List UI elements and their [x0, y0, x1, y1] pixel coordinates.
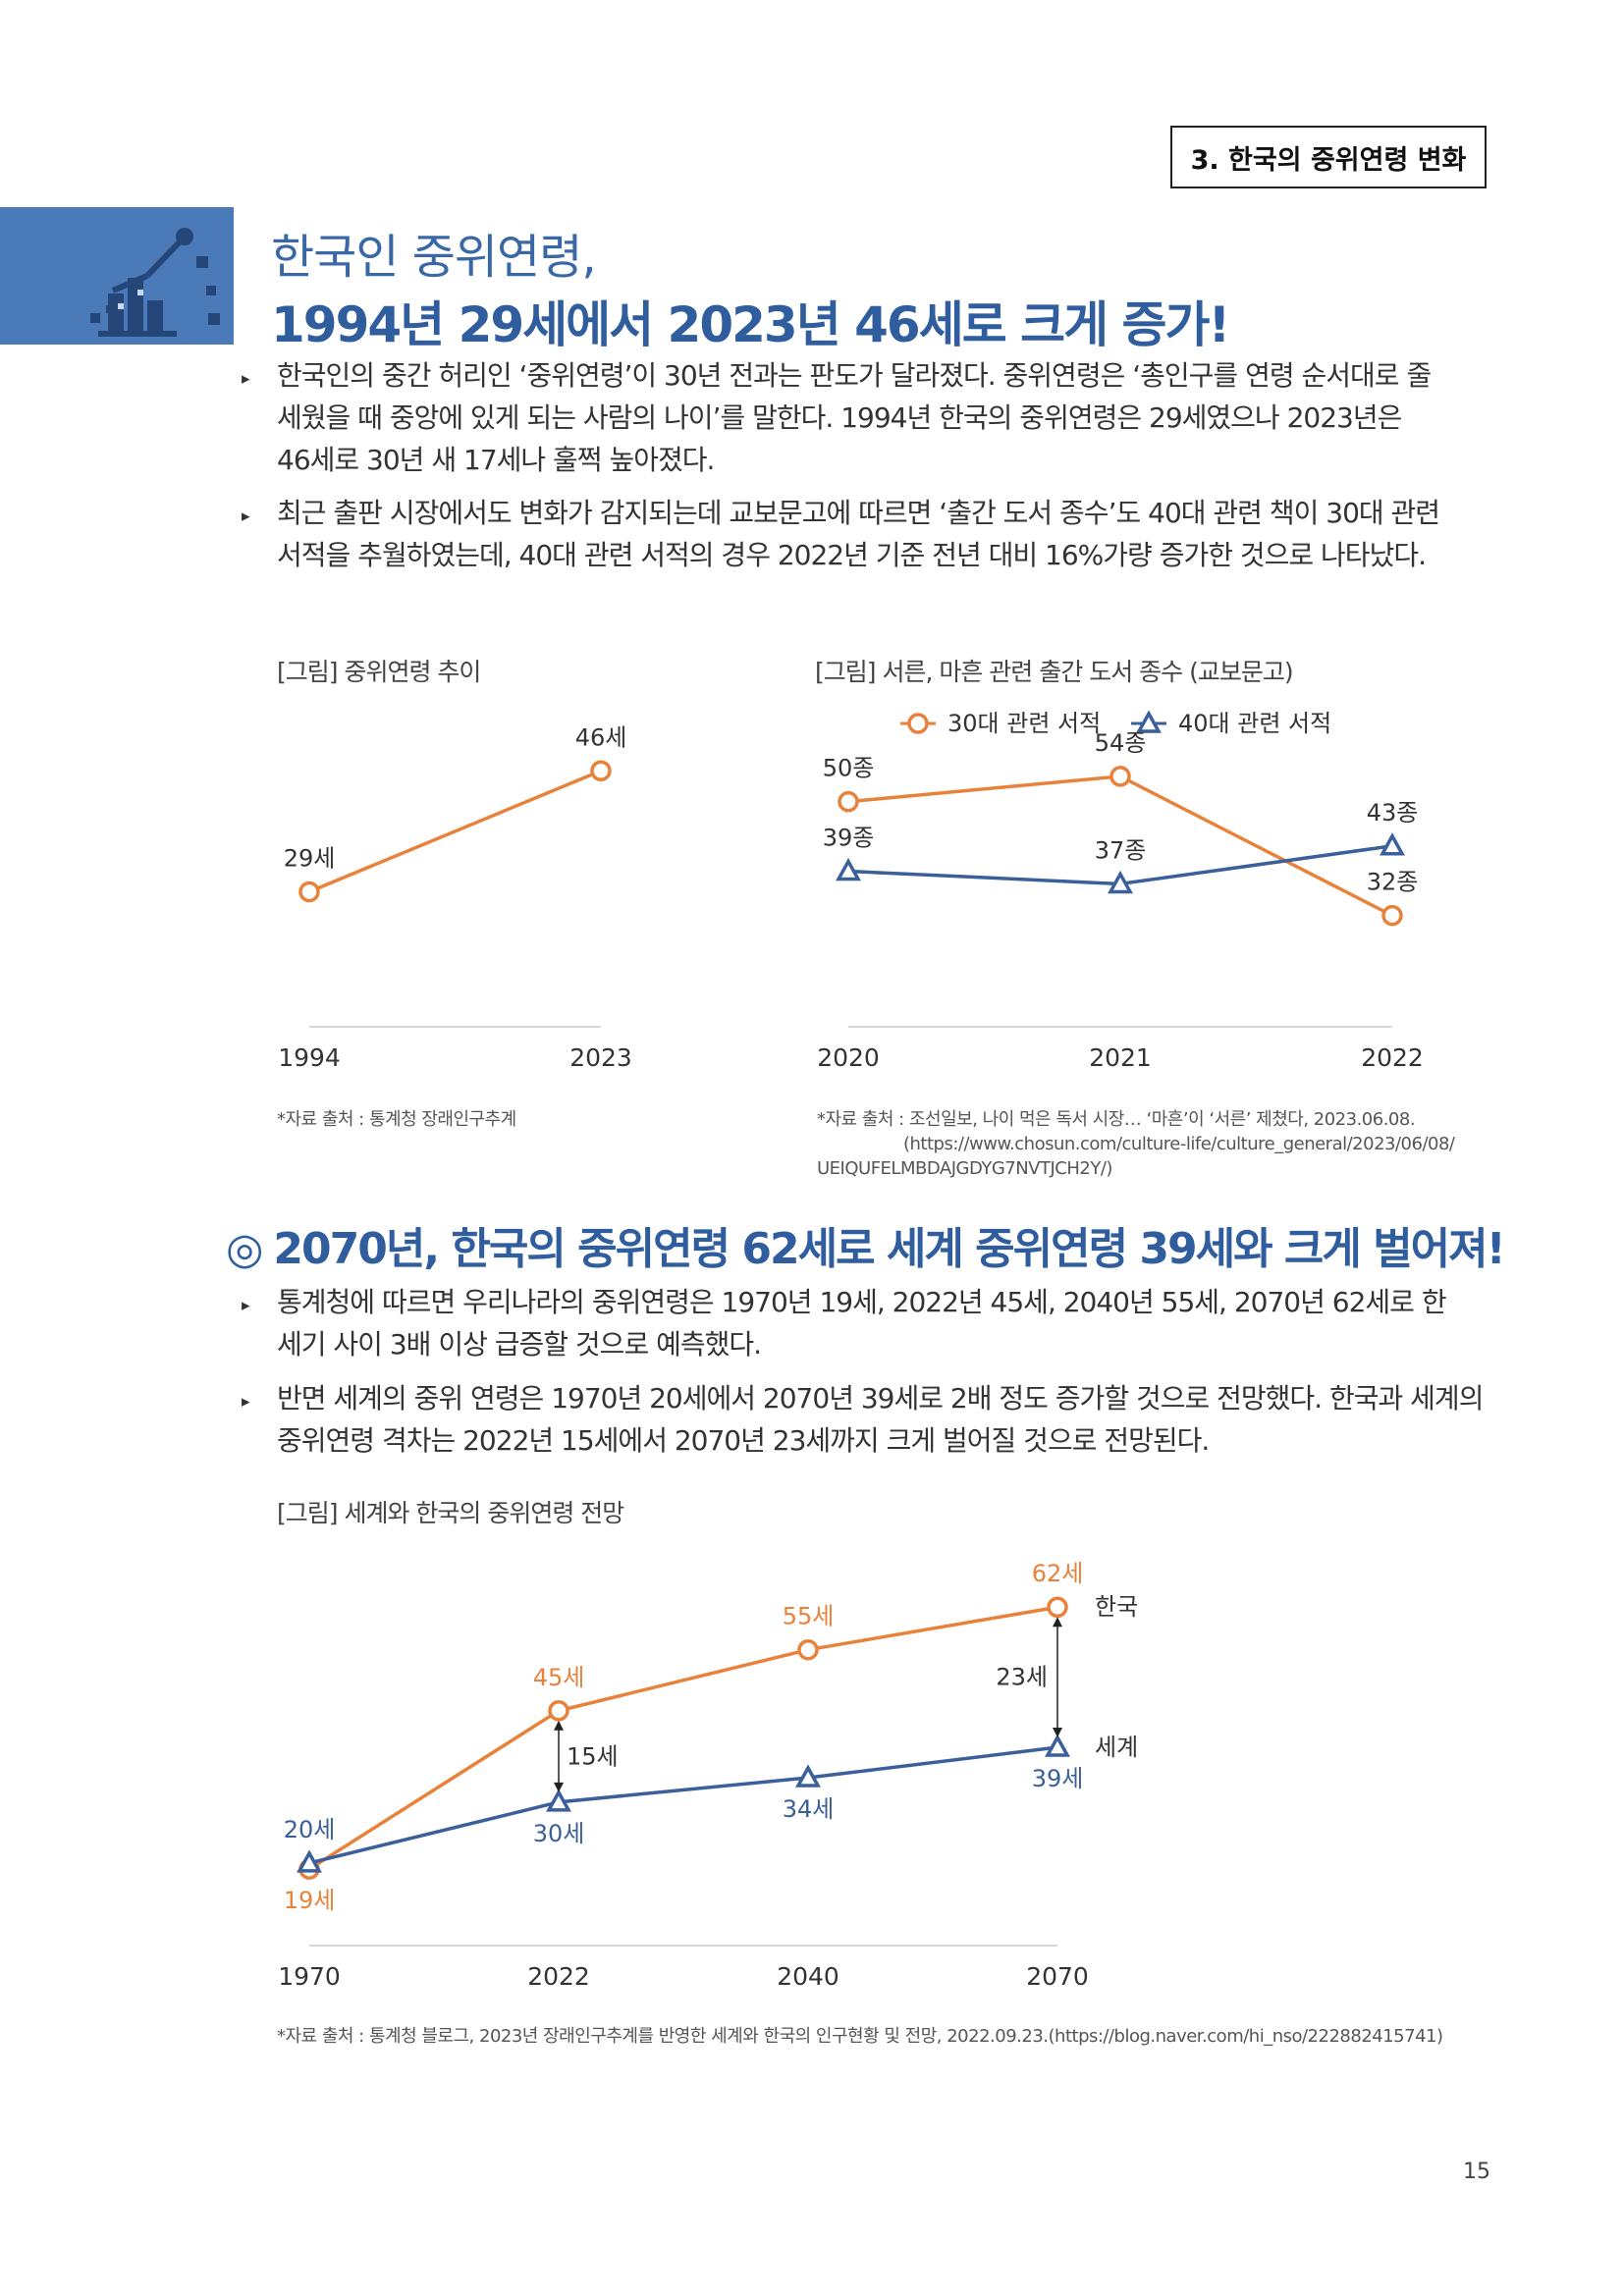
data-label: 34세	[783, 1795, 835, 1823]
arrow-up-icon	[1053, 1617, 1062, 1628]
paragraph-2: 최근 출판 시장에서도 변화가 감지되는데 교보문고에 따르면 ‘출간 도서 종…	[277, 497, 1440, 571]
x-tick-label: 2020	[817, 1043, 880, 1072]
figure-caption-2: [그림] 서른, 마흔 관련 출간 도서 종수 (교보문고)	[815, 658, 1294, 686]
x-tick-label: 2022	[527, 1962, 590, 1991]
paragraph-3: 통계청에 따르면 우리나라의 중위연령은 1970년 19세, 2022년 45…	[277, 1286, 1447, 1361]
bullet-icon: ▸	[242, 507, 250, 526]
paragraph-1: 한국인의 중간 허리인 ‘중위연령’이 30년 전과는 판도가 달라졌다. 중위…	[277, 359, 1432, 476]
data-label: 32종	[1367, 869, 1419, 896]
data-label: 39종	[823, 825, 875, 852]
data-point	[1109, 766, 1131, 787]
section-2-heading: ◎ 2070년, 한국의 중위연령 62세로 세계 중위연령 39세와 크게 벌어…	[226, 1213, 1506, 1276]
gap-annotation: 23세	[996, 1664, 1048, 1691]
data-point	[297, 1849, 322, 1873]
x-tick-label: 1994	[278, 1043, 341, 1072]
data-label: 29세	[284, 845, 336, 873]
paragraph-4: 반면 세계의 중위 연령은 1970년 20세에서 2070년 39세로 2배 …	[277, 1382, 1484, 1457]
data-point	[1047, 1596, 1068, 1618]
hero-title: 1994년 29세에서 2023년 46세로 크게 증가!	[271, 296, 1230, 353]
data-point	[298, 1858, 320, 1880]
legend-marker	[1136, 710, 1162, 733]
data-label: 19세	[284, 1887, 336, 1914]
series-line	[847, 774, 1393, 918]
source-note-2-line1: *자료 출처 : 조선일보, 나이 먹은 독서 시장… ‘마흔’이 ‘서른’ 제…	[817, 1109, 1416, 1130]
data-label: 62세	[1032, 1560, 1084, 1587]
source-note-2-line3: UEIQUFELMBDAJGDYG7NVTJCH2Y/)	[817, 1158, 1112, 1179]
data-point	[838, 790, 859, 813]
x-tick-label: 2023	[569, 1043, 632, 1072]
data-point	[1108, 870, 1133, 894]
x-tick-label: 2021	[1089, 1043, 1152, 1072]
source-note-1: *자료 출처 : 통계청 장래인구추계	[277, 1109, 516, 1130]
data-label: 37종	[1095, 836, 1147, 864]
series-name-label: 세계	[1095, 1734, 1138, 1761]
bullet-icon: ▸	[242, 1392, 250, 1412]
data-point	[836, 857, 861, 881]
series-line	[308, 1605, 1058, 1871]
data-point	[548, 1700, 569, 1722]
data-point	[795, 1764, 821, 1788]
chart-podium-icon	[90, 228, 220, 337]
page-number: 15	[1463, 2160, 1490, 2184]
x-tick-label: 2040	[777, 1962, 839, 1991]
data-point	[1380, 832, 1405, 856]
legend-label: 30대 관련 서적	[947, 710, 1101, 737]
data-point	[1045, 1734, 1070, 1757]
data-point	[546, 1789, 571, 1812]
arrow-down-icon	[1053, 1728, 1062, 1737]
data-label: 54종	[1095, 729, 1147, 757]
data-point	[797, 1638, 819, 1661]
data-label: 39세	[1032, 1765, 1084, 1792]
legend-label: 40대 관련 서적	[1178, 710, 1331, 737]
arrow-up-icon	[554, 1720, 564, 1731]
hero-subtitle: 한국인 중위연령,	[271, 230, 597, 285]
bullet-icon: ▸	[242, 369, 250, 389]
gap-annotation: 15세	[567, 1742, 619, 1770]
data-point	[298, 881, 320, 903]
source-note-2-line2: (https://www.chosun.com/culture-life/cul…	[903, 1134, 1455, 1154]
data-label: 43종	[1367, 799, 1419, 827]
data-label: 55세	[783, 1603, 835, 1630]
figure-caption-3: [그림] 세계와 한국의 중위연령 전망	[277, 1499, 624, 1527]
series-line	[308, 1745, 1058, 1865]
arrow-down-icon	[554, 1782, 564, 1792]
data-label: 20세	[284, 1816, 336, 1843]
data-point	[1381, 904, 1403, 927]
data-label: 30세	[533, 1820, 585, 1847]
legend-marker	[907, 713, 929, 734]
bullet-icon: ▸	[242, 1296, 250, 1315]
section-label: 3. 한국의 중위연령 변화	[1170, 126, 1487, 188]
x-tick-label: 2022	[1361, 1043, 1424, 1072]
data-label: 46세	[575, 723, 627, 751]
source-note-3: *자료 출처 : 통계청 블로그, 2023년 장래인구추계를 반영한 세계와 …	[277, 2026, 1443, 2047]
x-tick-label: 1970	[278, 1962, 341, 1991]
data-label: 50종	[823, 755, 875, 782]
figure-caption-1: [그림] 중위연령 추이	[277, 658, 481, 686]
section-2-title: 2070년, 한국의 중위연령 62세로 세계 중위연령 39세와 크게 벌어져…	[273, 1224, 1505, 1274]
series-name-label: 한국	[1095, 1593, 1138, 1621]
data-label: 45세	[533, 1664, 585, 1691]
series-line	[308, 769, 602, 894]
double-circle-icon: ◎	[226, 1224, 263, 1274]
x-tick-label: 2070	[1026, 1962, 1089, 1991]
hero-band	[0, 207, 234, 345]
series-line	[847, 844, 1393, 886]
data-point	[590, 760, 612, 781]
